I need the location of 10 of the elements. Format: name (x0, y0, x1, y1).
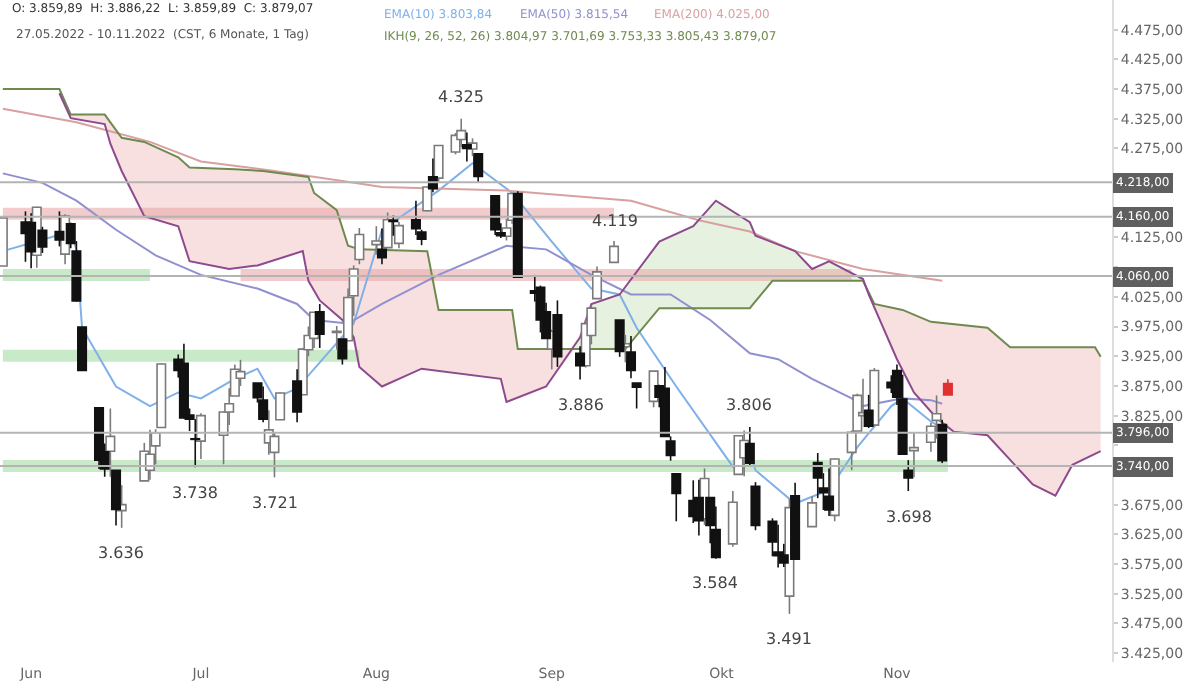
annotation: 3.491 (766, 630, 812, 648)
annotation: 3.636 (98, 544, 144, 562)
annotation: 4.325 (438, 88, 484, 106)
annotation: 3.698 (886, 508, 932, 526)
annotation: 3.806 (726, 396, 772, 414)
annotation: 3.886 (558, 396, 604, 414)
annotation: 3.584 (692, 574, 738, 592)
annotation: 3.721 (252, 494, 298, 512)
annotation: 3.738 (172, 484, 218, 502)
annotation: 4.119 (592, 212, 638, 230)
